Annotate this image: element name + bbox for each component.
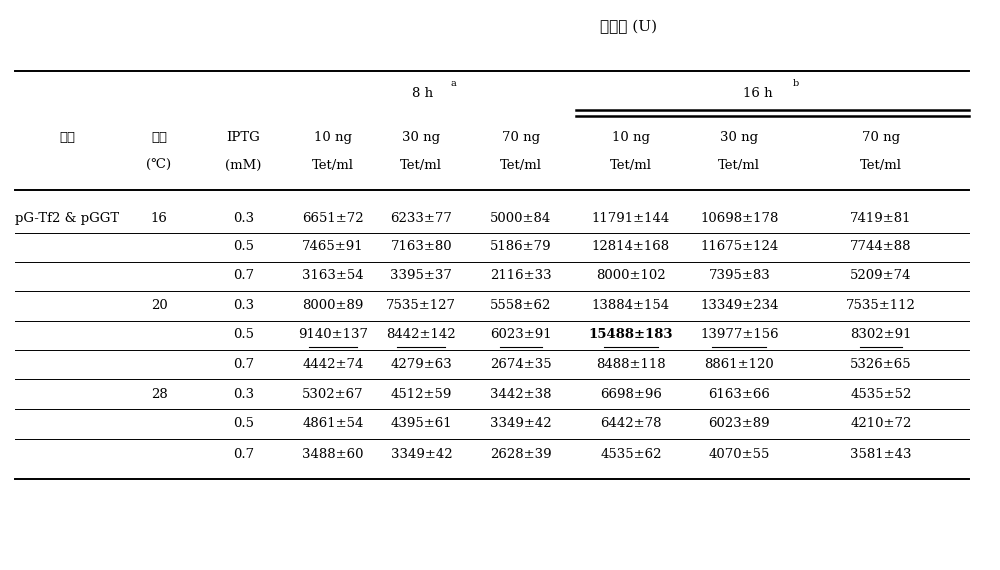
Text: 6442±78: 6442±78 bbox=[600, 417, 662, 430]
Text: 3349±42: 3349±42 bbox=[490, 417, 552, 430]
Text: 16: 16 bbox=[151, 211, 167, 225]
Text: b: b bbox=[792, 79, 799, 88]
Text: 4512±59: 4512±59 bbox=[391, 388, 452, 401]
Text: 0.3: 0.3 bbox=[233, 211, 254, 225]
Text: 4535±52: 4535±52 bbox=[850, 388, 912, 401]
Text: Tet/ml: Tet/ml bbox=[860, 160, 902, 172]
Text: 6023±91: 6023±91 bbox=[490, 328, 552, 341]
Text: 8302±91: 8302±91 bbox=[850, 328, 912, 341]
Text: 6163±66: 6163±66 bbox=[708, 388, 770, 401]
Text: 3349±42: 3349±42 bbox=[391, 447, 452, 461]
Text: Tet/ml: Tet/ml bbox=[718, 160, 760, 172]
Text: 7419±81: 7419±81 bbox=[850, 211, 912, 225]
Text: 6651±72: 6651±72 bbox=[302, 211, 364, 225]
Text: 5186±79: 5186±79 bbox=[490, 241, 552, 254]
Text: 6233±77: 6233±77 bbox=[390, 211, 452, 225]
Text: 4861±54: 4861±54 bbox=[302, 417, 364, 430]
Text: 8000±102: 8000±102 bbox=[596, 270, 666, 282]
Text: 0.3: 0.3 bbox=[233, 299, 254, 312]
Text: 温度: 温度 bbox=[151, 131, 167, 144]
Text: (mM): (mM) bbox=[225, 160, 262, 172]
Text: 15488±183: 15488±183 bbox=[589, 328, 673, 341]
Text: Tet/ml: Tet/ml bbox=[500, 160, 542, 172]
Text: 11791±144: 11791±144 bbox=[592, 211, 670, 225]
Text: 3442±38: 3442±38 bbox=[490, 388, 551, 401]
Text: 11675±124: 11675±124 bbox=[700, 241, 778, 254]
Text: 20: 20 bbox=[151, 299, 167, 312]
Text: 0.3: 0.3 bbox=[233, 388, 254, 401]
Text: Tet/ml: Tet/ml bbox=[400, 160, 442, 172]
Text: 70 ng: 70 ng bbox=[862, 131, 900, 144]
Text: 3395±37: 3395±37 bbox=[390, 270, 452, 282]
Text: 4535±62: 4535±62 bbox=[600, 447, 662, 461]
Text: 0.5: 0.5 bbox=[233, 241, 254, 254]
Text: 16 h: 16 h bbox=[743, 87, 772, 100]
Text: 7163±80: 7163±80 bbox=[391, 241, 452, 254]
Text: 0.7: 0.7 bbox=[233, 270, 254, 282]
Text: 5302±67: 5302±67 bbox=[302, 388, 364, 401]
Text: 2116±33: 2116±33 bbox=[490, 270, 552, 282]
Text: 4070±55: 4070±55 bbox=[709, 447, 770, 461]
Text: 7535±127: 7535±127 bbox=[386, 299, 456, 312]
Text: 2674±35: 2674±35 bbox=[490, 358, 552, 371]
Text: 6698±96: 6698±96 bbox=[600, 388, 662, 401]
Text: 13977±156: 13977±156 bbox=[700, 328, 779, 341]
Text: 0.5: 0.5 bbox=[233, 328, 254, 341]
Text: Tet/ml: Tet/ml bbox=[312, 160, 354, 172]
Text: 7465±91: 7465±91 bbox=[302, 241, 364, 254]
Text: 7535±112: 7535±112 bbox=[846, 299, 916, 312]
Text: 8 h: 8 h bbox=[412, 87, 433, 100]
Text: 4395±61: 4395±61 bbox=[391, 417, 452, 430]
Text: 13349±234: 13349±234 bbox=[700, 299, 779, 312]
Text: 10 ng: 10 ng bbox=[314, 131, 352, 144]
Text: pG-Tf2 & pGGT: pG-Tf2 & pGGT bbox=[15, 211, 119, 225]
Text: 8442±142: 8442±142 bbox=[387, 328, 456, 341]
Text: 5326±65: 5326±65 bbox=[850, 358, 912, 371]
Text: 7744±88: 7744±88 bbox=[850, 241, 912, 254]
Text: 10 ng: 10 ng bbox=[612, 131, 650, 144]
Text: 3163±54: 3163±54 bbox=[302, 270, 364, 282]
Text: 30 ng: 30 ng bbox=[720, 131, 758, 144]
Text: 4279±63: 4279±63 bbox=[390, 358, 452, 371]
Text: 5209±74: 5209±74 bbox=[850, 270, 912, 282]
Text: 28: 28 bbox=[151, 388, 167, 401]
Text: 2628±39: 2628±39 bbox=[490, 447, 552, 461]
Text: 8000±89: 8000±89 bbox=[302, 299, 364, 312]
Text: 6023±89: 6023±89 bbox=[708, 417, 770, 430]
Text: 质粒: 质粒 bbox=[59, 131, 75, 144]
Text: 70 ng: 70 ng bbox=[502, 131, 540, 144]
Text: (℃): (℃) bbox=[146, 160, 172, 172]
Text: 酶活力 (U): 酶活力 (U) bbox=[600, 20, 657, 34]
Text: 0.5: 0.5 bbox=[233, 417, 254, 430]
Text: 0.7: 0.7 bbox=[233, 358, 254, 371]
Text: 30 ng: 30 ng bbox=[402, 131, 440, 144]
Text: Tet/ml: Tet/ml bbox=[610, 160, 652, 172]
Text: 3581±43: 3581±43 bbox=[850, 447, 912, 461]
Text: 5558±62: 5558±62 bbox=[490, 299, 551, 312]
Text: 9140±137: 9140±137 bbox=[298, 328, 368, 341]
Text: 12814±168: 12814±168 bbox=[592, 241, 670, 254]
Text: 3488±60: 3488±60 bbox=[302, 447, 364, 461]
Text: a: a bbox=[450, 79, 456, 88]
Text: 0.7: 0.7 bbox=[233, 447, 254, 461]
Text: 8488±118: 8488±118 bbox=[596, 358, 666, 371]
Text: 4442±74: 4442±74 bbox=[302, 358, 364, 371]
Text: 7395±83: 7395±83 bbox=[708, 270, 770, 282]
Text: 4210±72: 4210±72 bbox=[850, 417, 912, 430]
Text: 5000±84: 5000±84 bbox=[490, 211, 551, 225]
Text: 13884±154: 13884±154 bbox=[592, 299, 670, 312]
Text: 10698±178: 10698±178 bbox=[700, 211, 778, 225]
Text: 8861±120: 8861±120 bbox=[704, 358, 774, 371]
Text: IPTG: IPTG bbox=[227, 131, 260, 144]
